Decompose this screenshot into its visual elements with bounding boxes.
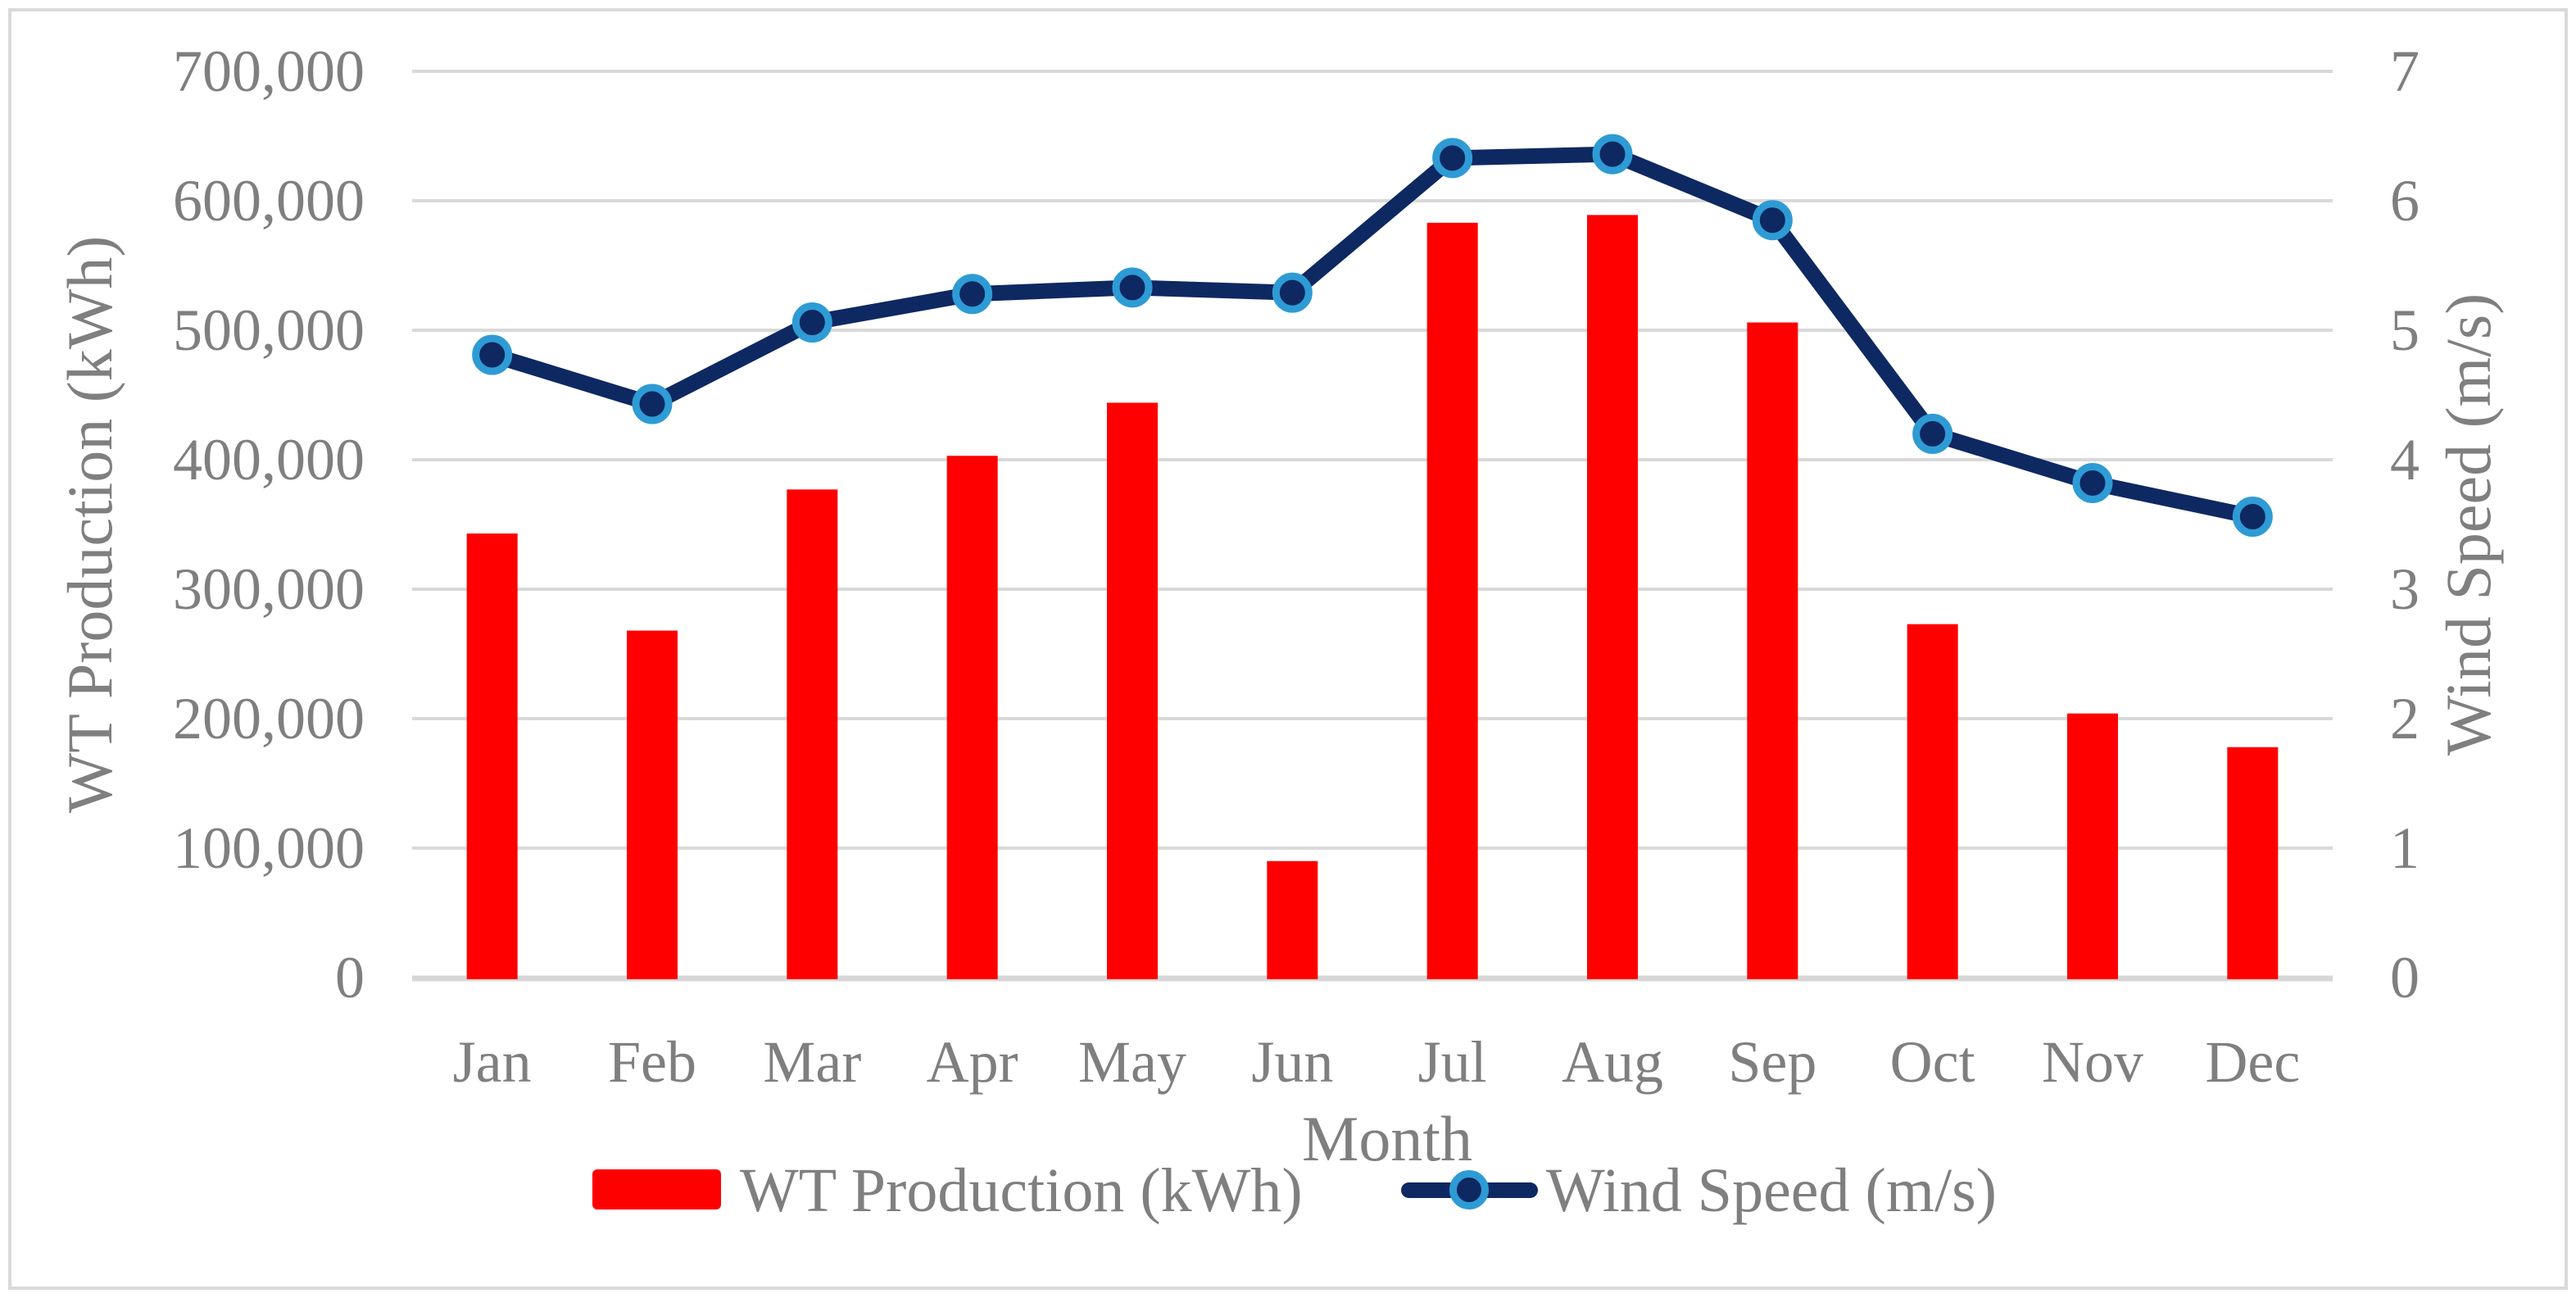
x-tick-label-jul: Jul [1417, 1029, 1487, 1095]
x-tick-label-jun: Jun [1251, 1029, 1334, 1095]
chart-border [8, 8, 2568, 1290]
x-axis-title: Month [1301, 1103, 1473, 1174]
marker-aug [1592, 134, 1633, 175]
x-tick-label-nov: Nov [2042, 1029, 2143, 1095]
x-tick-label-sep: Sep [1728, 1029, 1817, 1095]
bar-jul [1426, 222, 1478, 979]
bar-may [1107, 402, 1158, 980]
right-tick-label: 0 [2390, 945, 2420, 1010]
marker-sep [1752, 200, 1793, 241]
x-tick-label-dec: Dec [2205, 1029, 2301, 1095]
left-tick-label: 700,000 [173, 39, 365, 104]
x-tick-label-may: May [1078, 1029, 1186, 1095]
marker-nov [2072, 462, 2113, 503]
left-tick-label: 400,000 [173, 427, 365, 492]
marker-may [1112, 267, 1153, 308]
left-tick-label: 300,000 [173, 556, 365, 622]
marker-dec [2232, 497, 2273, 538]
right-tick-label: 7 [2390, 39, 2420, 104]
left-axis-title: WT Production (kWh) [54, 235, 125, 814]
bar-sep [1747, 322, 1798, 979]
right-axis-title: Wind Speed (m/s) [2433, 293, 2504, 756]
marker-mar [791, 302, 832, 343]
left-tick-label: 600,000 [173, 168, 365, 234]
right-tick-label: 5 [2390, 297, 2420, 363]
x-tick-label-apr: Apr [926, 1029, 1018, 1095]
right-tick-label: 2 [2390, 686, 2420, 751]
x-tick-label-aug: Aug [1562, 1029, 1663, 1095]
bar-jan [466, 533, 518, 979]
bar-nov [2067, 713, 2118, 979]
x-tick-label-mar: Mar [763, 1029, 862, 1095]
bar-apr [946, 456, 998, 979]
x-tick-label-jan: Jan [452, 1029, 532, 1095]
marker-jul [1432, 138, 1473, 179]
bar-mar [787, 489, 838, 979]
x-tick-label-oct: Oct [1889, 1029, 1975, 1095]
legend-line-marker-icon [1449, 1170, 1489, 1210]
marker-jan [472, 334, 513, 375]
legend-bar-swatch [592, 1169, 721, 1210]
left-tick-label: 500,000 [173, 297, 365, 363]
right-tick-label: 6 [2390, 168, 2420, 234]
bar-jun [1267, 860, 1318, 979]
marker-apr [952, 274, 993, 315]
bar-oct [1907, 624, 1958, 979]
legend-bar-label: WT Production (kWh) [740, 1156, 1303, 1225]
bar-aug [1587, 215, 1638, 979]
right-tick-label: 4 [2390, 427, 2420, 492]
left-tick-label: 100,000 [173, 815, 365, 881]
marker-jun [1272, 272, 1313, 313]
left-tick-label: 0 [335, 945, 365, 1010]
bar-dec [2227, 747, 2279, 979]
x-tick-label-feb: Feb [608, 1029, 696, 1095]
left-tick-label: 200,000 [173, 686, 365, 751]
legend-line-label: Wind Speed (m/s) [1546, 1156, 1997, 1225]
marker-feb [632, 384, 673, 424]
bar-feb [627, 630, 678, 979]
wind-speed-line [484, 146, 2261, 525]
right-tick-label: 3 [2390, 556, 2420, 622]
marker-oct [1912, 413, 1953, 454]
right-tick-label: 1 [2390, 815, 2420, 881]
